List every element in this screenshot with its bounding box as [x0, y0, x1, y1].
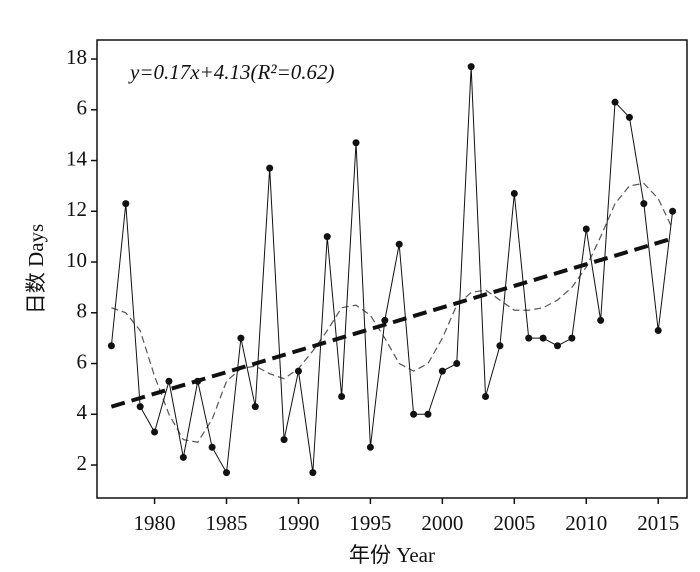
smooth-curve: [111, 182, 674, 443]
y-tick-label: 4: [77, 400, 88, 424]
data-point: [194, 377, 202, 385]
data-point: [338, 393, 346, 401]
y-tick-label: 2: [77, 451, 88, 475]
data-point: [280, 436, 288, 444]
data-point: [438, 367, 446, 375]
y-axis-label: 日数 Days: [24, 224, 48, 314]
data-point: [366, 443, 374, 451]
data-point: [611, 98, 619, 106]
data-point: [453, 360, 461, 368]
data-point: [294, 367, 302, 375]
y-tick-label: 8: [77, 299, 88, 323]
data-point: [395, 240, 403, 248]
plot-frame: [96, 39, 688, 499]
data-point: [266, 164, 274, 172]
data-point: [136, 403, 144, 411]
data-point: [510, 190, 518, 198]
x-tick-label: 1980: [134, 511, 176, 535]
y-tick-label: 14: [66, 146, 88, 170]
data-point: [482, 393, 490, 401]
data-point: [625, 113, 633, 121]
x-tick-label: 1990: [277, 511, 319, 535]
data-point: [151, 428, 159, 436]
x-tick-label: 1995: [349, 511, 391, 535]
data-point: [424, 410, 432, 418]
data-point: [539, 334, 547, 342]
data-point: [208, 443, 216, 451]
data-point: [525, 334, 533, 342]
y-tick-label: 12: [66, 197, 87, 221]
data-point: [352, 139, 360, 147]
data-point: [251, 403, 259, 411]
data-line: [110, 66, 674, 475]
data-point: [165, 377, 173, 385]
data-point: [309, 469, 317, 477]
data-point: [568, 334, 576, 342]
data-point: [597, 316, 605, 324]
x-axis-label: 年份 Year: [349, 543, 435, 567]
data-point: [323, 233, 331, 241]
x-tick-label: 2010: [565, 511, 607, 535]
data-point: [467, 63, 475, 71]
y-tick-label: 10: [66, 248, 87, 272]
data-point: [179, 453, 187, 461]
trend-line: [110, 236, 674, 409]
data-point: [410, 410, 418, 418]
x-tick-label: 2000: [421, 511, 463, 535]
y-tick-label: 18: [66, 45, 87, 69]
data-point: [553, 342, 561, 350]
data-point: [496, 342, 504, 350]
x-tick-label: 2005: [493, 511, 535, 535]
data-point: [223, 469, 231, 477]
data-point: [107, 342, 115, 350]
data-point: [237, 334, 245, 342]
data-point: [122, 200, 130, 208]
y-tick-label: 6: [77, 349, 88, 373]
data-point: [381, 316, 389, 324]
data-point: [640, 200, 648, 208]
data-point: [669, 207, 677, 215]
x-tick-label: 1985: [206, 511, 248, 535]
annotation: y=0.17x+4.13(R²=0.62): [128, 60, 335, 84]
y-tick-label: 6: [77, 96, 88, 120]
data-point: [654, 327, 662, 335]
data-point: [582, 225, 590, 233]
x-tick-label: 2015: [637, 511, 679, 535]
